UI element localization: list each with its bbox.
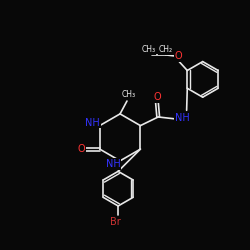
Text: O: O bbox=[77, 144, 85, 154]
Text: Br: Br bbox=[110, 217, 121, 227]
Text: NH: NH bbox=[175, 113, 190, 123]
Text: CH₂: CH₂ bbox=[159, 45, 173, 54]
Text: O: O bbox=[174, 52, 182, 62]
Text: CH₃: CH₃ bbox=[121, 90, 135, 98]
Text: CH₃: CH₃ bbox=[142, 45, 156, 54]
Text: NH: NH bbox=[86, 118, 100, 128]
Text: NH: NH bbox=[106, 159, 120, 169]
Text: O: O bbox=[153, 92, 161, 102]
